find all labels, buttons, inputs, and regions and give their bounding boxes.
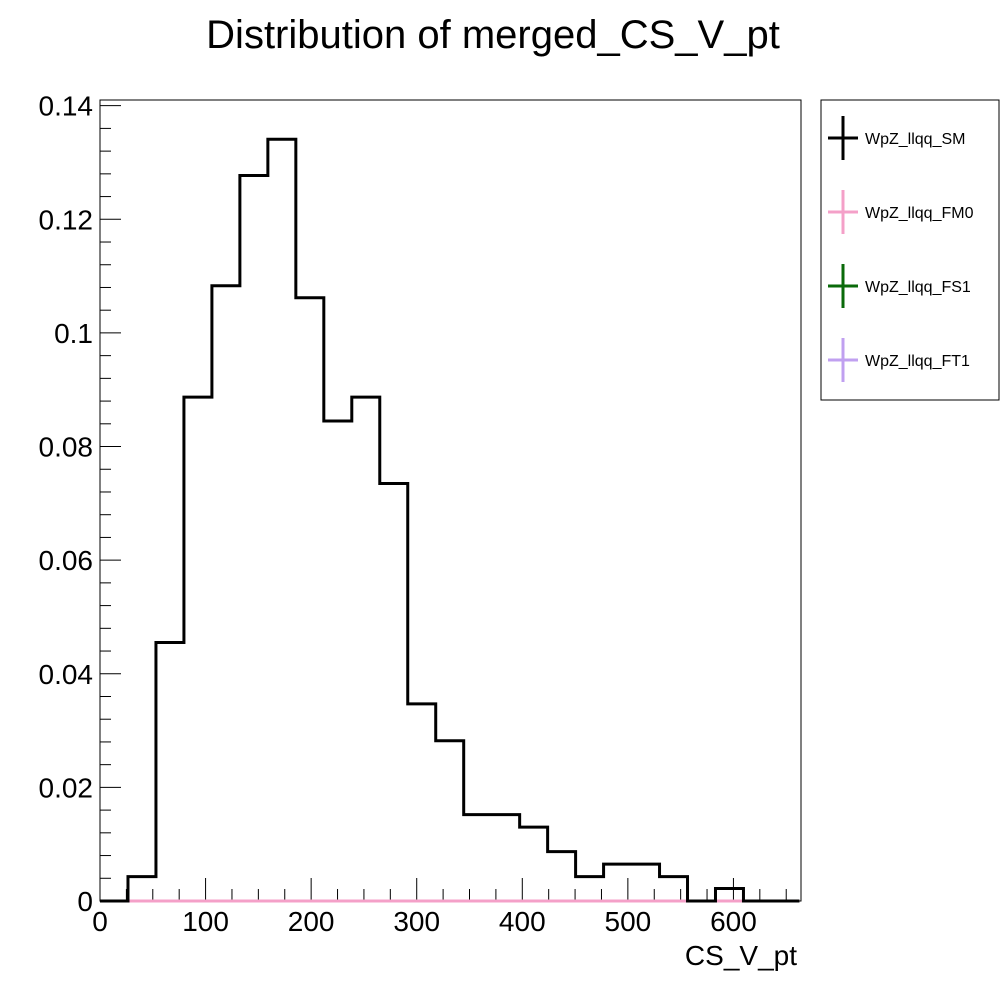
x-tick-label: 0 [92,906,108,937]
y-tick-label: 0.14 [39,91,94,122]
y-axis-ticks [100,105,121,902]
x-tick-label: 500 [605,906,652,937]
y-tick-label: 0.08 [39,432,94,463]
legend-label: WpZ_llqq_FT1 [865,353,970,370]
y-tick-label: 0.04 [39,659,94,690]
legend-entry: WpZ_llqq_SM [828,116,965,160]
y-tick-label: 0.06 [39,545,94,576]
x-tick-label: 400 [499,906,546,937]
series-layer [100,137,800,903]
x-axis-ticks [99,878,787,901]
y-axis-tick-labels: 0 0.02 0.04 0.06 0.08 0.1 0.12 0.14 [39,91,94,917]
y-tick-label: 0.12 [39,204,94,235]
x-tick-label: 300 [393,906,440,937]
y-tick-label: 0.02 [39,772,94,803]
legend-label: WpZ_llqq_FM0 [865,205,974,222]
y-tick-label: 0.1 [54,318,93,349]
legend-entry: WpZ_llqq_FS1 [828,264,971,308]
y-tick-label: 0 [77,886,93,917]
x-tick-label: 100 [182,906,229,937]
x-axis-label: CS_V_pt [685,940,797,971]
legend-entries: WpZ_llqq_SM WpZ_llqq_FM0 WpZ_llqq_FS1 WpZ_l… [828,116,974,382]
x-axis-tick-labels: 0 100 200 300 400 500 600 [92,906,757,937]
legend-entry: WpZ_llqq_FM0 [828,190,974,234]
plot-frame [99,99,802,902]
legend-label: WpZ_llqq_FS1 [865,279,971,296]
legend-entry: WpZ_llqq_FT1 [828,338,970,382]
legend: WpZ_llqq_SM WpZ_llqq_FM0 WpZ_llqq_FS1 WpZ_l… [820,99,1000,401]
legend-label: WpZ_llqq_SM [865,131,965,148]
chart-title: Distribution of merged_CS_V_pt [206,13,780,57]
legend-frame [820,99,1000,401]
x-tick-label: 200 [288,906,335,937]
x-tick-label: 600 [710,906,757,937]
series-line-wpz_llqq_sm [100,137,800,903]
